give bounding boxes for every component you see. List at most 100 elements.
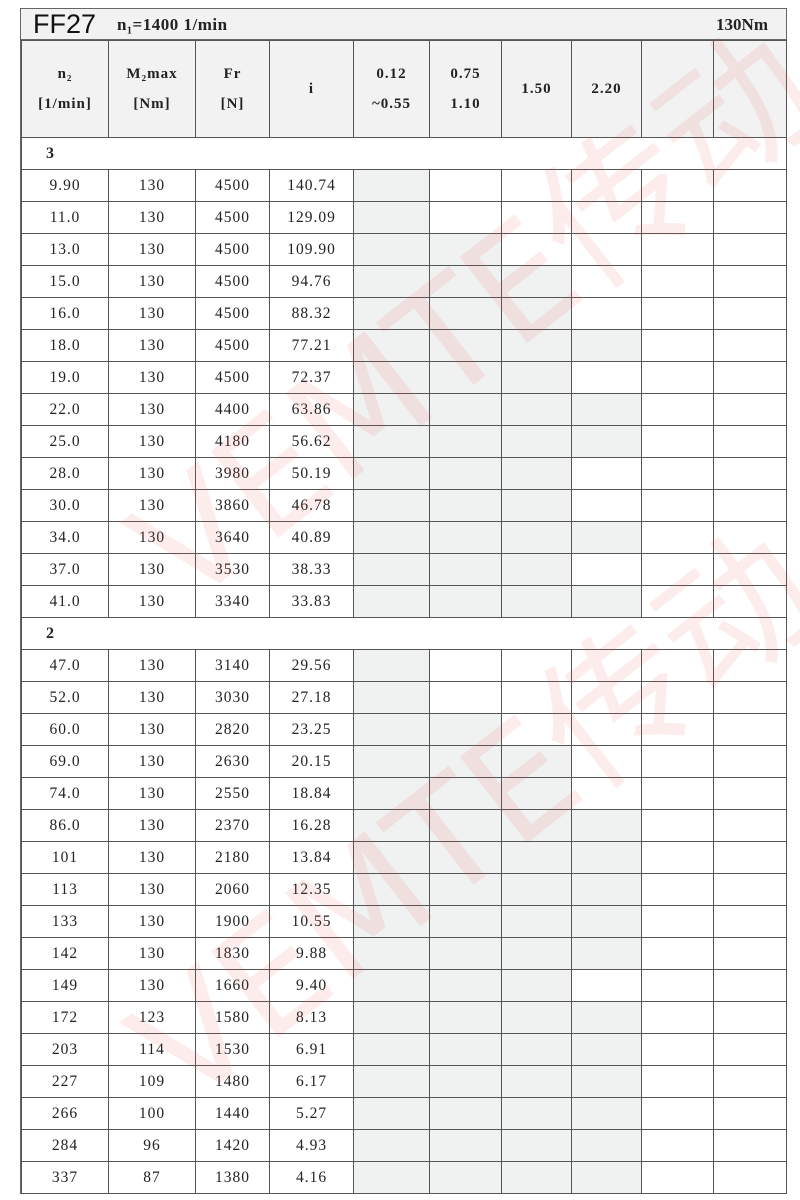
power-cell: [501, 905, 572, 938]
power-cell: [429, 1129, 502, 1162]
m2max-cell: 130: [108, 489, 196, 522]
power-cell: [501, 393, 572, 426]
power-cell: [353, 905, 430, 938]
power-cell: [501, 1001, 572, 1034]
title-bar: FF27 n₁=1400 1/min 130Nm: [21, 9, 786, 40]
ratio-cell: 140.74: [269, 169, 354, 202]
fr-cell: 2180: [195, 841, 270, 874]
power-cell: [641, 873, 714, 906]
fr-cell: 4500: [195, 169, 270, 202]
power-cell: [429, 393, 502, 426]
stage-group-row: 3: [21, 137, 787, 170]
power-cell: [353, 1161, 430, 1194]
n2-cell: 52.0: [21, 681, 109, 714]
power-cell: [641, 233, 714, 266]
ratio-cell: 109.90: [269, 233, 354, 266]
input-speed: n₁=1400 1/min: [117, 15, 228, 34]
table-row: 227 109 1480 6.17: [21, 1065, 787, 1098]
n2-cell: 16.0: [21, 297, 109, 330]
power-cell: [571, 233, 642, 266]
power-cell: [353, 777, 430, 810]
power-cell: [501, 937, 572, 970]
fr-cell: 4180: [195, 425, 270, 458]
power-cell: [571, 1033, 642, 1066]
power-cell: [713, 1161, 787, 1194]
power-cell: [571, 777, 642, 810]
fr-cell: 3030: [195, 681, 270, 714]
power-cell: [501, 425, 572, 458]
power-cell: [713, 969, 787, 1002]
n2-cell: 22.0: [21, 393, 109, 426]
fr-cell: 1660: [195, 969, 270, 1002]
power-cell: [713, 1065, 787, 1098]
power-cell: [571, 649, 642, 682]
power-cell: [429, 233, 502, 266]
fr-cell: 1480: [195, 1065, 270, 1098]
power-cell: [353, 713, 430, 746]
ratio-cell: 9.88: [269, 937, 354, 970]
power-cell: [429, 1001, 502, 1034]
n2-cell: 11.0: [21, 201, 109, 234]
rating-table-panel: FF27 n₁=1400 1/min 130Nm n₂ [1/min] M₂max…: [20, 8, 787, 1194]
power-cell: [713, 201, 787, 234]
power-cell: [429, 937, 502, 970]
ratio-cell: 33.83: [269, 585, 354, 618]
power-cell: [429, 489, 502, 522]
power-cell: [353, 1001, 430, 1034]
m2max-cell: 130: [108, 873, 196, 906]
power-cell: [713, 585, 787, 618]
m2max-cell: 130: [108, 201, 196, 234]
fr-cell: 4500: [195, 201, 270, 234]
power-cell: [571, 809, 642, 842]
power-cell: [571, 425, 642, 458]
fr-cell: 4500: [195, 297, 270, 330]
n2-cell: 19.0: [21, 361, 109, 394]
power-cell: [641, 585, 714, 618]
m2max-cell: 130: [108, 393, 196, 426]
ratio-cell: 88.32: [269, 297, 354, 330]
power-cell: [641, 457, 714, 490]
fr-cell: 3640: [195, 521, 270, 554]
power-cell: [641, 1001, 714, 1034]
ratio-cell: 8.13: [269, 1001, 354, 1034]
ratio-cell: 38.33: [269, 553, 354, 586]
ratio-cell: 12.35: [269, 873, 354, 906]
power-cell: [713, 521, 787, 554]
power-cell: [501, 841, 572, 874]
power-cell: [353, 201, 430, 234]
power-cell: [571, 265, 642, 298]
ratio-cell: 27.18: [269, 681, 354, 714]
power-cell: [571, 969, 642, 1002]
ratio-cell: 94.76: [269, 265, 354, 298]
power-cell: [501, 649, 572, 682]
power-cell: [353, 1065, 430, 1098]
fr-cell: 1380: [195, 1161, 270, 1194]
table-row: 60.0 130 2820 23.25: [21, 713, 787, 746]
power-cell: [571, 1097, 642, 1130]
fr-cell: 4400: [195, 393, 270, 426]
n2-cell: 203: [21, 1033, 109, 1066]
power-cell: [713, 649, 787, 682]
power-cell: [641, 361, 714, 394]
n2-cell: 266: [21, 1097, 109, 1130]
power-cell: [713, 1033, 787, 1066]
power-cell: [641, 1065, 714, 1098]
m2max-cell: 130: [108, 969, 196, 1002]
table-row: 142 130 1830 9.88: [21, 937, 787, 970]
power-cell: [429, 521, 502, 554]
header-fr: Fr [N]: [195, 40, 270, 138]
power-cell: [641, 777, 714, 810]
table-row: 52.0 130 3030 27.18: [21, 681, 787, 714]
table-row: 16.0 130 4500 88.32: [21, 297, 787, 330]
table-row: 133 130 1900 10.55: [21, 905, 787, 938]
m2max-cell: 130: [108, 169, 196, 202]
header-n2: n₂ [1/min]: [21, 40, 109, 138]
n2-cell: 86.0: [21, 809, 109, 842]
stage-label: 2: [21, 617, 787, 650]
power-cell: [571, 585, 642, 618]
table-row: 28.0 130 3980 50.19: [21, 457, 787, 490]
n2-cell: 149: [21, 969, 109, 1002]
m2max-cell: 100: [108, 1097, 196, 1130]
power-cell: [713, 233, 787, 266]
power-cell: [713, 681, 787, 714]
